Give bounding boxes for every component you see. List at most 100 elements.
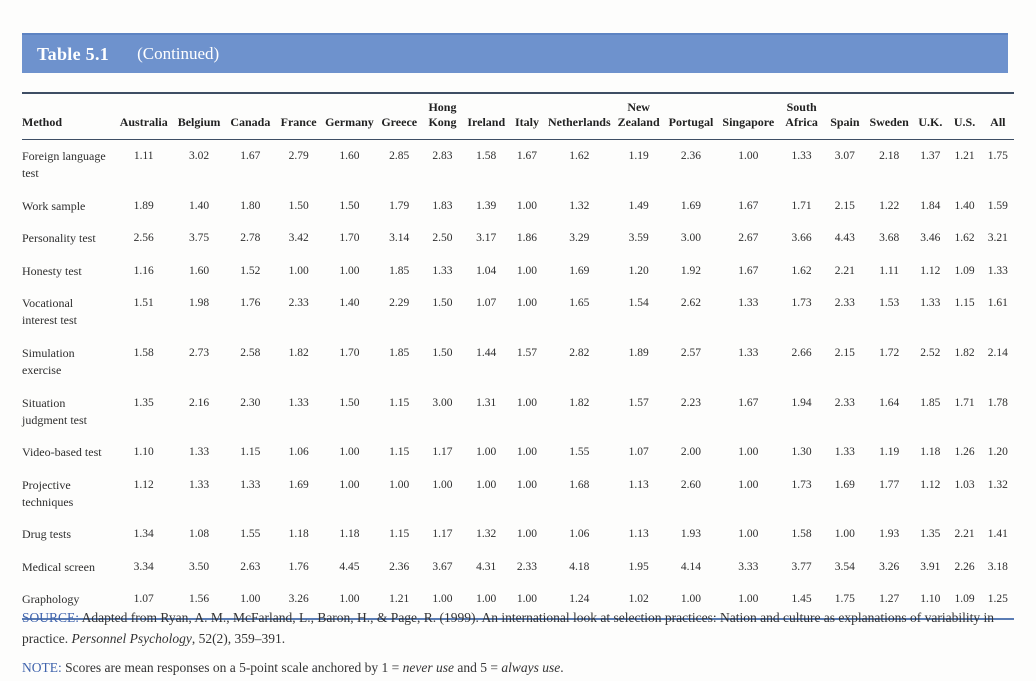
table-header-row: Method Australia Belgium Canada France German… bbox=[22, 92, 1014, 140]
value-cell-hong-kong: 3.67 bbox=[432, 560, 453, 573]
value-cell-sweden: 1.64 bbox=[879, 396, 900, 409]
value-cell-spain: 1.33 bbox=[834, 446, 855, 459]
value-cell-germany: 1.00 bbox=[339, 264, 360, 277]
value-cell-u-k: 2.52 bbox=[920, 346, 941, 359]
note-text-before: Scores are mean responses on a 5-point s… bbox=[61, 659, 403, 675]
value-cell-netherlands: 3.29 bbox=[569, 232, 590, 245]
value-cell-sweden: 1.27 bbox=[864, 583, 914, 620]
value-cell-portugal: 1.00 bbox=[663, 583, 719, 620]
value-cell-portugal: 2.23 bbox=[680, 396, 702, 409]
column-header-germany: Germany bbox=[321, 92, 378, 140]
value-cell-france: 3.26 bbox=[275, 583, 322, 620]
value-cell-spain: 4.43 bbox=[834, 232, 855, 245]
note-text-end: . bbox=[560, 659, 564, 675]
value-cell-south-africa: 1.62 bbox=[791, 264, 812, 277]
value-cell-south-africa: 1.33 bbox=[791, 150, 812, 162]
table-row-projective-techniques: Projective techniques 1.12 1.33 1.33 1.69 1.0… bbox=[22, 469, 1014, 519]
column-header-south-africa: South Africa bbox=[778, 92, 825, 140]
column-header-u-k: U.K. bbox=[913, 92, 948, 140]
value-cell-france: 1.00 bbox=[288, 264, 309, 277]
value-cell-south-africa: 1.94 bbox=[791, 396, 812, 409]
value-cell-portugal: 2.00 bbox=[680, 446, 702, 459]
value-cell-portugal: 2.60 bbox=[680, 478, 702, 491]
value-cell-netherlands: 2.82 bbox=[569, 346, 590, 359]
method-name-cell: Graphology bbox=[22, 583, 115, 620]
value-cell-south-africa: 3.66 bbox=[791, 232, 812, 245]
value-cell-u-s: 1.82 bbox=[954, 346, 975, 359]
value-cell-belgium: 1.33 bbox=[188, 446, 210, 459]
table-title-bar: Table 5.1 (Continued) bbox=[22, 33, 1008, 73]
value-cell-sweden: 1.22 bbox=[879, 199, 900, 212]
value-cell-singapore: 1.33 bbox=[738, 346, 759, 359]
value-cell-netherlands: 1.69 bbox=[569, 264, 590, 277]
value-cell-u-s: 1.15 bbox=[954, 296, 975, 309]
value-cell-greece: 2.29 bbox=[389, 296, 410, 309]
value-cell-portugal: 4.14 bbox=[680, 560, 702, 573]
note-label: NOTE: bbox=[22, 659, 62, 675]
value-cell-all: 3.21 bbox=[987, 232, 1008, 245]
value-cell-italy: 1.00 bbox=[516, 528, 538, 541]
value-cell-netherlands: 1.55 bbox=[569, 446, 590, 459]
value-cell-south-africa: 2.66 bbox=[791, 346, 812, 359]
value-cell-u-k: 1.85 bbox=[920, 396, 941, 409]
value-cell-u-k: 1.18 bbox=[920, 446, 941, 459]
value-cell-italy: 2.33 bbox=[516, 560, 538, 573]
value-cell-new-zealand: 1.02 bbox=[613, 583, 664, 620]
value-cell-u-s: 1.09 bbox=[947, 583, 982, 620]
value-cell-all: 1.32 bbox=[987, 478, 1008, 491]
table-continued-label: (Continued) bbox=[137, 44, 220, 63]
value-cell-italy: 1.00 bbox=[508, 583, 546, 620]
value-cell-belgium: 3.75 bbox=[188, 232, 210, 245]
value-cell-belgium: 2.16 bbox=[188, 396, 210, 409]
value-cell-u-s: 1.71 bbox=[954, 396, 975, 409]
value-cell-ireland: 1.58 bbox=[476, 150, 497, 162]
value-cell-singapore: 1.00 bbox=[738, 150, 759, 162]
value-cell-australia: 1.51 bbox=[133, 296, 154, 309]
value-cell-belgium: 1.33 bbox=[188, 478, 210, 491]
value-cell-south-africa: 1.73 bbox=[791, 296, 812, 309]
value-cell-germany: 1.18 bbox=[339, 528, 360, 541]
value-cell-france: 1.06 bbox=[288, 446, 309, 459]
value-cell-belgium: 1.40 bbox=[188, 199, 210, 212]
source-citation-tail: , 52(2), 359–391. bbox=[191, 630, 286, 646]
value-cell-canada: 2.78 bbox=[240, 232, 261, 245]
value-cell-south-africa: 1.30 bbox=[791, 446, 812, 459]
value-cell-hong-kong: 1.17 bbox=[432, 528, 453, 541]
value-cell-singapore: 1.67 bbox=[738, 264, 759, 277]
value-cell-belgium: 2.73 bbox=[188, 346, 210, 359]
table-row-situation-judgment-test: Situation judgment test 1.35 2.16 2.30 1.33 1… bbox=[22, 387, 1014, 437]
column-header-all: All bbox=[981, 92, 1014, 140]
value-cell-netherlands: 1.62 bbox=[569, 150, 590, 162]
value-cell-all: 3.18 bbox=[987, 560, 1008, 573]
value-cell-spain: 2.33 bbox=[834, 296, 855, 309]
value-cell-u-k: 1.37 bbox=[920, 150, 941, 162]
method-name-cell: Drug tests bbox=[22, 527, 71, 542]
value-cell-all: 1.20 bbox=[987, 446, 1008, 459]
value-cell-portugal: 1.69 bbox=[680, 199, 702, 212]
value-cell-spain: 1.00 bbox=[834, 528, 855, 541]
column-header-italy: Italy bbox=[508, 92, 546, 140]
value-cell-canada: 1.15 bbox=[240, 446, 261, 459]
value-cell-portugal: 1.93 bbox=[680, 528, 702, 541]
value-cell-australia: 1.12 bbox=[133, 478, 154, 491]
column-header-france: France bbox=[275, 92, 322, 140]
value-cell-all: 1.75 bbox=[987, 150, 1008, 162]
value-cell-germany: 1.40 bbox=[339, 296, 360, 309]
column-header-sweden: Sweden bbox=[864, 92, 914, 140]
table-row-personality-test: Personality test 2.56 3.75 2.78 3.42 1.70 3.14… bbox=[22, 222, 1014, 254]
column-header-netherlands: Netherlands bbox=[545, 92, 614, 140]
value-cell-u-s: 1.40 bbox=[954, 199, 975, 212]
value-cell-u-k: 1.35 bbox=[920, 528, 941, 541]
value-cell-hong-kong: 2.50 bbox=[432, 232, 453, 245]
value-cell-germany: 1.50 bbox=[339, 396, 360, 409]
column-header-new-zealand: New Zealand bbox=[613, 92, 664, 140]
value-cell-italy: 1.57 bbox=[516, 346, 538, 359]
value-cell-new-zealand: 1.89 bbox=[628, 346, 649, 359]
table-row-work-sample: Work sample 1.89 1.40 1.80 1.50 1.50 1.79 1.83 1… bbox=[22, 190, 1014, 222]
value-cell-netherlands: 1.65 bbox=[569, 296, 590, 309]
value-cell-sweden: 2.18 bbox=[879, 150, 900, 162]
value-cell-germany: 1.70 bbox=[339, 232, 360, 245]
value-cell-ireland: 1.04 bbox=[476, 264, 497, 277]
column-header-canada: Canada bbox=[225, 92, 276, 140]
method-name-cell: Projective techniques bbox=[22, 477, 74, 510]
